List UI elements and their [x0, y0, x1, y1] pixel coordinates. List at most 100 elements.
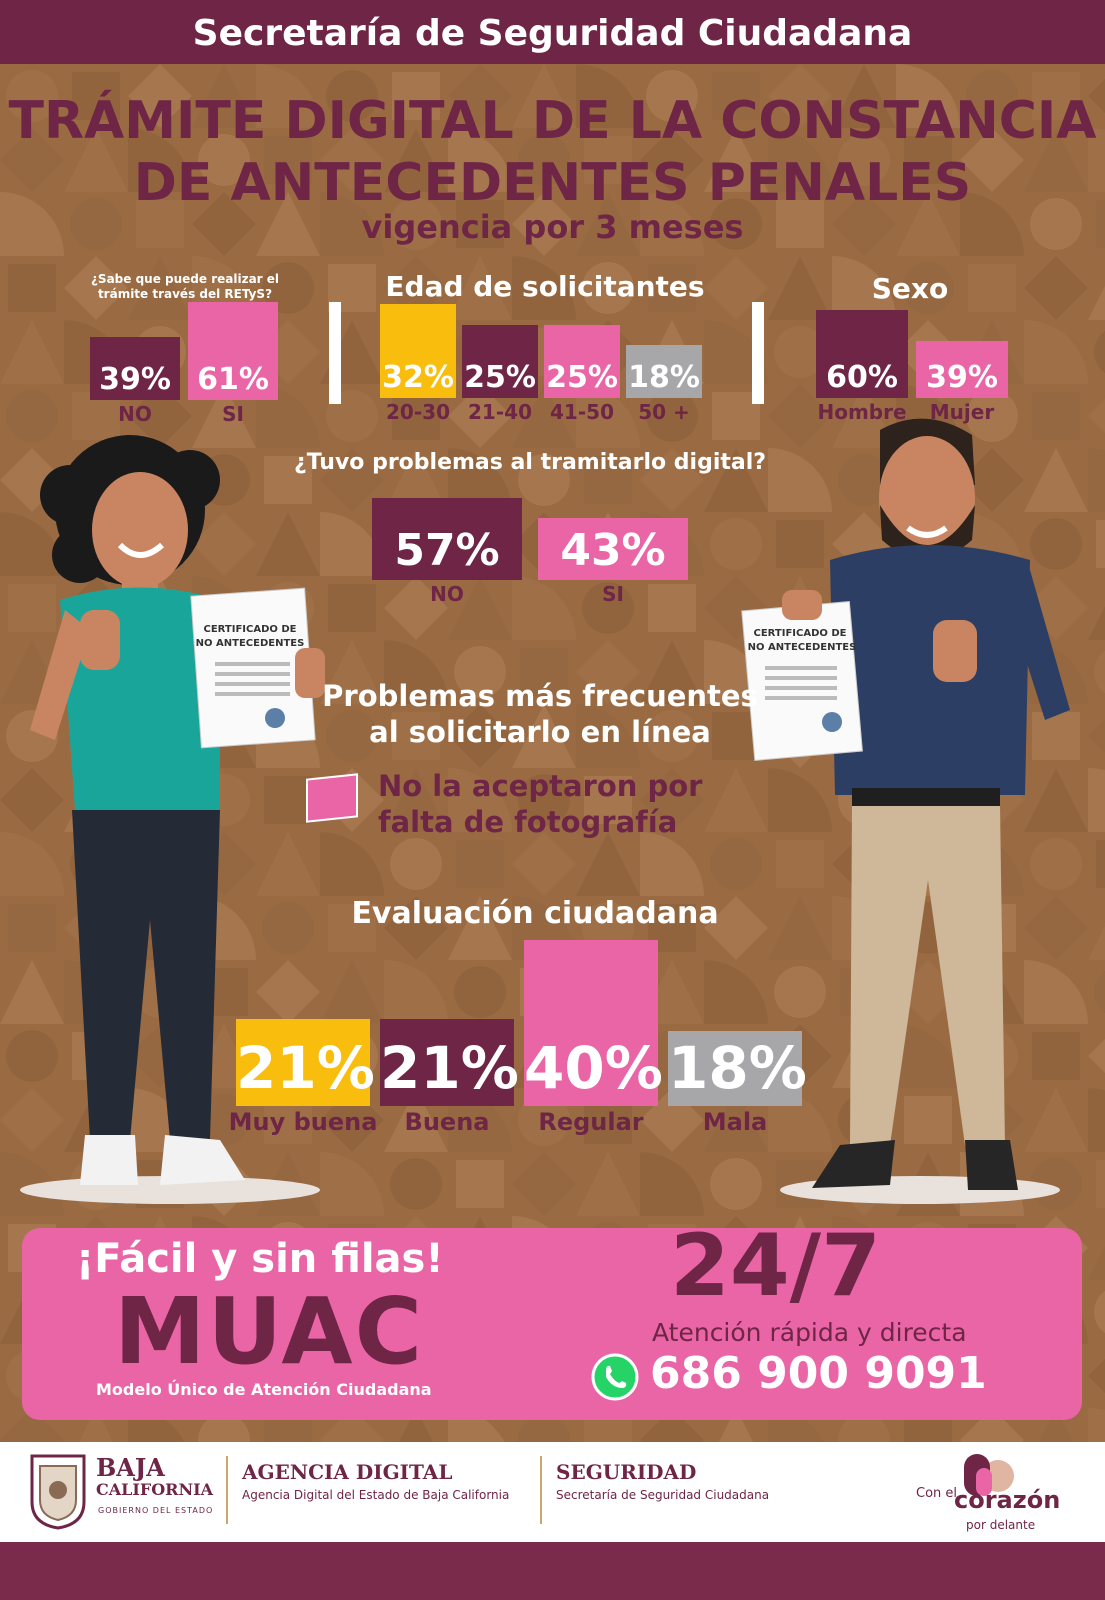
agency-title: AGENCIA DIGITAL: [242, 1460, 453, 1484]
pattern-shape: [640, 1152, 704, 1216]
footer: BAJA CALIFORNIA GOBIERNO DEL ESTADO AGEN…: [0, 1442, 1105, 1542]
problems-chart-title: ¿Tuvo problemas al tramitarlo digital?: [293, 450, 767, 475]
pattern-shape: [256, 512, 320, 576]
retys-value-0: 39%: [99, 362, 171, 397]
woman-shoe-left: [80, 1135, 138, 1185]
pattern-shape: [582, 582, 634, 634]
problem-bullet: [306, 773, 358, 823]
pattern-shape: [264, 1416, 312, 1442]
pattern-shape: [1096, 200, 1105, 248]
evaluation-value-1: 21%: [380, 1034, 519, 1103]
pattern-shape: [776, 840, 824, 888]
whatsapp-icon: [591, 1353, 639, 1401]
pattern-shape: [0, 768, 64, 832]
age-value-1: 25%: [464, 360, 536, 395]
pattern-shape: [448, 448, 512, 512]
pattern-shape: [640, 1408, 704, 1442]
problems-bar-1: [538, 518, 688, 580]
promo-banner: ¡Fácil y sin filas! MUAC Modelo Único de…: [22, 1216, 1082, 1420]
pattern-shape: [710, 1158, 762, 1210]
retys-label-0: NO: [118, 402, 152, 426]
pattern-shape: [1024, 256, 1088, 320]
pattern-shape: [896, 192, 960, 256]
retys-question: ¿Sabe que puede realizar el trámite trav…: [90, 272, 280, 301]
woman-thumbs-up: [80, 610, 120, 670]
bc-line2: CALIFORNIA: [96, 1480, 213, 1499]
pattern-shape: [768, 448, 832, 512]
pattern-shape: [1094, 1290, 1105, 1334]
pattern-shape: [640, 768, 704, 832]
woman-cert-line2: NO ANTECEDENTES: [196, 638, 305, 649]
pattern-shape: [262, 262, 314, 314]
pattern-shape: [320, 192, 384, 256]
pattern-shape: [256, 384, 320, 448]
pattern-shape: [1024, 128, 1088, 192]
pattern-shape: [1030, 838, 1082, 890]
pattern-shape: [448, 896, 512, 960]
pattern-shape: [832, 256, 896, 320]
pattern-shape: [0, 128, 64, 192]
pattern-shape: [1094, 650, 1105, 694]
evaluation-label-3: Mala: [702, 1108, 768, 1136]
sex-label-0: Hombre: [817, 400, 907, 424]
pattern-shape: [390, 838, 442, 890]
separator-right: [752, 302, 764, 404]
pattern-shape: [384, 768, 448, 832]
pattern-shape: [72, 72, 120, 120]
pattern-shape: [399, 1408, 433, 1442]
pattern-shape: [328, 904, 376, 952]
bc-line1: BAJA: [96, 1453, 165, 1482]
chart-evaluation: 21% Muy buena 21% Buena 40% Regular 18% Mala: [229, 940, 820, 1150]
woman-illustration: CERTIFICADO DE NO ANTECEDENTES: [20, 435, 325, 1204]
pattern-shape: [904, 1096, 952, 1144]
problems-label-0: NO: [430, 582, 464, 606]
pattern-shape: [1094, 330, 1105, 374]
pattern-shape: [384, 576, 448, 640]
pattern-shape: [0, 512, 64, 576]
evaluation-bar-2: [524, 940, 658, 1106]
phone-number: 686 900 9091: [650, 1348, 987, 1399]
man-cert-line1: CERTIFICADO DE: [753, 628, 846, 639]
pattern-shape: [192, 64, 256, 128]
pattern-shape: [256, 832, 320, 896]
woman-certificate: CERTIFICADO DE NO ANTECEDENTES: [190, 587, 316, 749]
pattern-shape: [966, 70, 1018, 122]
pattern-shape: [1088, 768, 1105, 832]
pattern-shape: [576, 640, 640, 704]
problems-value-1: 43%: [560, 525, 666, 577]
woman-smile: [117, 542, 165, 558]
evaluation-bar-3: [668, 1031, 802, 1106]
woman-shoe-right: [160, 1135, 245, 1185]
pattern-shape: [448, 576, 512, 640]
pattern-shape: [704, 128, 768, 192]
pattern-shape: [1088, 128, 1105, 192]
pattern-shape: [576, 1152, 640, 1216]
pattern-shape: [79, 1408, 113, 1442]
sex-label-1: Mujer: [929, 400, 995, 424]
pattern-shape: [320, 1152, 384, 1216]
pattern-shape: [390, 198, 442, 250]
pattern-shape: [6, 390, 58, 442]
pattern-shape: [1088, 399, 1105, 433]
pattern-shape: [960, 1408, 1024, 1442]
main-title-line1: TRÁMITE DIGITAL DE LA CONSTANCIA: [8, 91, 1097, 151]
pattern-shape: [704, 768, 768, 832]
pattern-shape: [448, 384, 512, 448]
pattern-shape: [0, 192, 64, 256]
pattern-shape: [1088, 1408, 1105, 1442]
pattern-shape: [640, 192, 704, 256]
pattern-shape: [584, 456, 632, 504]
pattern-shape: [0, 1152, 64, 1216]
retys-label-1: SI: [222, 402, 244, 426]
pattern-shape: [64, 256, 128, 320]
pattern-shape: [768, 384, 832, 448]
security-title: SEGURIDAD: [556, 1460, 697, 1484]
pattern-shape: [1088, 448, 1105, 512]
pattern-shape: [1096, 840, 1105, 888]
pattern-shape: [1088, 286, 1105, 320]
pattern-shape: [960, 448, 1024, 512]
age-bar-3: [626, 345, 702, 398]
pattern-shape: [832, 192, 896, 256]
pattern-shape: [640, 128, 704, 192]
pattern-shape: [1088, 1359, 1105, 1393]
